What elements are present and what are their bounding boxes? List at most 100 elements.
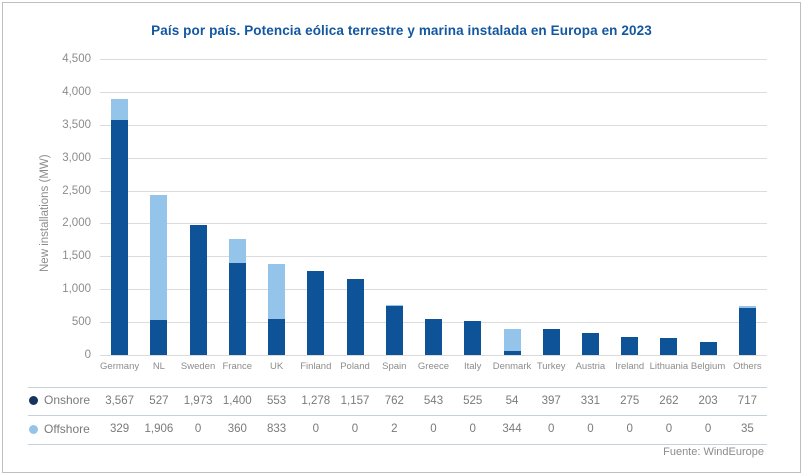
table-value-onshore-uk: 553: [267, 394, 287, 407]
table-value-offshore-belgium: 0: [704, 423, 712, 436]
x-axis-label-nl: NL: [152, 361, 165, 372]
x-axis-label-others: Others: [733, 361, 762, 372]
table-value-onshore-austria: 331: [580, 394, 600, 407]
x-axis-label-austria: Austria: [575, 361, 606, 372]
table-value-offshore-turkey: 0: [547, 423, 555, 436]
bar-onshore-turkey: [542, 328, 560, 355]
bar-onshore-denmark: [503, 351, 521, 355]
y-tick-label: 3,500: [62, 118, 91, 131]
table-value-onshore-france: 1,400: [222, 394, 252, 407]
gridline: [100, 190, 767, 192]
gridline: [100, 256, 767, 258]
table-value-offshore-germany: 329: [110, 423, 130, 436]
legend-label-offshore: Offshore: [44, 421, 90, 436]
x-axis-label-finland: Finland: [300, 361, 332, 372]
y-tick-label: 4,500: [62, 53, 91, 65]
table-value-offshore-greece: 0: [430, 423, 437, 436]
table-value-offshore-ireland: 0: [626, 423, 633, 436]
bar-offshore-denmark: [503, 328, 521, 352]
bar-offshore-uk: [268, 263, 286, 319]
gridline: [100, 124, 767, 126]
x-axis-label-spain: Spain: [382, 361, 407, 372]
y-tick-label: 1,000: [62, 283, 91, 296]
gridline: [100, 223, 767, 225]
table-value-offshore-lithuania: 0: [665, 423, 673, 436]
bar-onshore-uk: [268, 318, 286, 355]
bar-onshore-lithuania: [660, 337, 678, 355]
bar-onshore-greece: [425, 319, 442, 355]
table-value-onshore-turkey: 397: [541, 394, 561, 407]
bar-offshore-germany: [111, 98, 129, 121]
table-value-offshore-poland: 0: [351, 423, 359, 436]
table-value-offshore-france: 360: [227, 423, 247, 436]
legend-label-onshore: Onshore: [44, 393, 91, 408]
bar-onshore-ireland: [621, 336, 639, 355]
table-divider: [28, 415, 767, 416]
legend-dot-onshore: [28, 396, 38, 406]
table-value-offshore-finland: 0: [312, 423, 319, 436]
bar-offshore-others: [738, 305, 756, 308]
x-axis-label-denmark: Denmark: [492, 361, 532, 372]
table-value-onshore-greece: 543: [423, 394, 444, 407]
bar-onshore-italy: [464, 320, 482, 355]
table-value-onshore-poland: 1,157: [340, 394, 370, 407]
bar-offshore-france: [228, 239, 246, 263]
table-value-offshore-sweden: 0: [194, 423, 202, 436]
gridline: [100, 59, 767, 60]
table-value-onshore-sweden: 1,973: [183, 394, 213, 407]
table-value-offshore-others: 35: [740, 423, 754, 436]
table-value-offshore-italy: 0: [469, 423, 476, 436]
bar-onshore-sweden: [189, 225, 207, 355]
table-value-onshore-germany: 3,567: [105, 394, 134, 407]
bar-onshore-germany: [111, 120, 129, 355]
table-value-offshore-uk: 833: [267, 423, 287, 436]
x-axis-label-turkey: Turkey: [536, 361, 566, 372]
bar-onshore-spain: [385, 304, 403, 355]
gridline: [100, 91, 767, 93]
table-value-onshore-ireland: 275: [620, 394, 640, 407]
table-value-onshore-lithuania: 262: [659, 394, 679, 407]
x-axis-label-france: France: [222, 361, 253, 372]
x-axis-label-italy: Italy: [463, 361, 482, 372]
x-axis-label-belgium: Belgium: [690, 361, 726, 372]
x-axis-label-ireland: Ireland: [615, 361, 645, 372]
table-value-offshore-spain: 2: [391, 423, 398, 436]
gridline: [100, 355, 767, 356]
bar-onshore-others: [738, 307, 756, 355]
x-axis-label-germany: Germany: [100, 361, 140, 372]
y-tick-label: 500: [71, 316, 91, 329]
y-tick-label: 2,500: [62, 184, 91, 197]
source-caption: Fuente: WindEurope: [663, 446, 764, 458]
bar-onshore-nl: [150, 320, 168, 355]
table-value-onshore-nl: 527: [149, 394, 169, 407]
bar-offshore-nl: [150, 195, 168, 321]
gridline: [100, 289, 767, 291]
table-value-offshore-austria: 0: [587, 423, 594, 436]
y-tick-label: 0: [84, 349, 91, 361]
y-tick-label: 3,000: [62, 151, 91, 164]
bar-onshore-belgium: [699, 341, 717, 355]
bar-onshore-austria: [581, 333, 599, 355]
bar-onshore-poland: [346, 278, 364, 355]
table-value-onshore-finland: 1,278: [301, 394, 331, 407]
x-axis-label-uk: UK: [269, 361, 284, 372]
x-axis-label-sweden: Sweden: [180, 361, 216, 372]
table-value-offshore-nl: 1,906: [144, 423, 174, 436]
y-tick-label: 2,000: [62, 217, 91, 230]
bar-onshore-france: [228, 262, 246, 355]
y-tick-label: 1,500: [62, 250, 91, 263]
bar-onshore-finland: [307, 270, 325, 355]
x-axis-label-poland: Poland: [340, 361, 370, 372]
table-value-onshore-denmark: 54: [505, 394, 519, 407]
y-tick-label: 4,000: [62, 85, 91, 98]
table-value-offshore-denmark: 344: [502, 423, 522, 436]
x-axis-label-greece: Greece: [417, 361, 450, 372]
x-axis-label-lithuania: Lithuania: [649, 361, 689, 372]
table-value-onshore-others: 717: [737, 394, 757, 407]
table-value-onshore-spain: 762: [384, 394, 404, 407]
table-value-onshore-belgium: 203: [698, 394, 718, 407]
table-divider: [28, 443, 767, 445]
gridline: [100, 157, 767, 159]
legend-dot-offshore: [28, 424, 38, 434]
